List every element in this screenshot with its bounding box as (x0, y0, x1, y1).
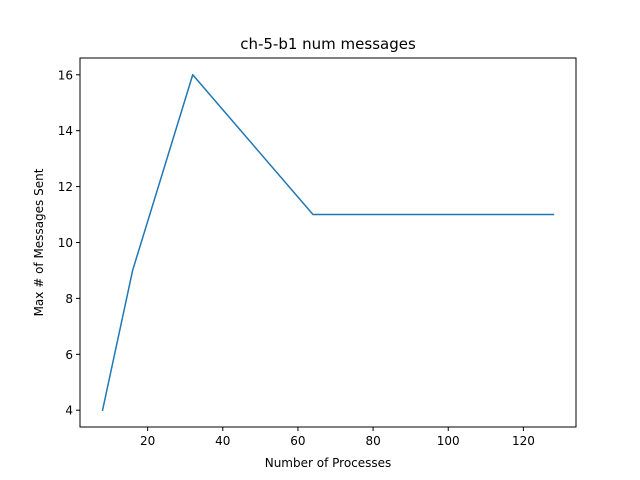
y-tick-label: 4 (65, 404, 73, 418)
y-tick-label: 16 (58, 68, 73, 82)
x-tick-label: 60 (290, 434, 305, 448)
y-tick-label: 8 (65, 292, 73, 306)
y-axis-label: Max # of Messages Sent (32, 168, 46, 316)
chart-title: ch-5-b1 num messages (240, 35, 416, 53)
x-tick-label: 20 (140, 434, 155, 448)
x-tick-label: 120 (512, 434, 535, 448)
plot-area: 20 40 60 80 100 120 4 6 8 10 12 14 16 (58, 68, 555, 448)
x-tick-label: 40 (215, 434, 230, 448)
x-tick-label: 80 (365, 434, 380, 448)
x-tick-label: 100 (437, 434, 460, 448)
x-axis-label: Number of Processes (265, 456, 392, 470)
y-tick-label: 12 (58, 180, 73, 194)
plot-frame (79, 57, 577, 428)
y-tick-label: 10 (58, 236, 73, 250)
series-line-0 (101, 74, 555, 412)
y-tick-label: 6 (65, 348, 73, 362)
y-tick-label: 14 (58, 124, 73, 138)
